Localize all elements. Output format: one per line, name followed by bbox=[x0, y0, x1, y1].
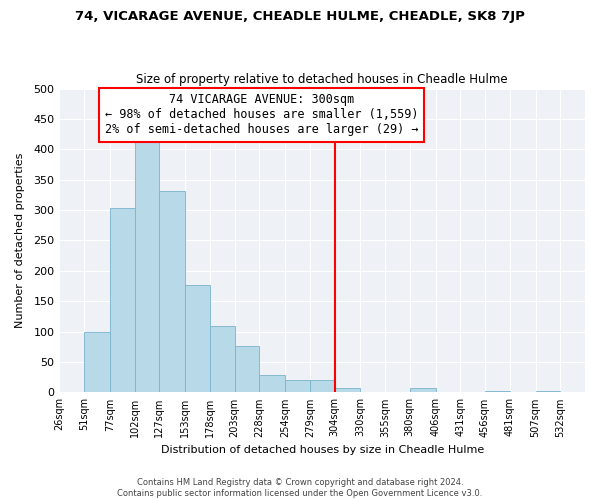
Bar bbox=[310, 380, 335, 392]
Bar bbox=[210, 326, 235, 392]
Bar bbox=[335, 388, 360, 392]
Bar bbox=[285, 380, 310, 392]
Bar bbox=[84, 332, 110, 392]
X-axis label: Distribution of detached houses by size in Cheadle Hulme: Distribution of detached houses by size … bbox=[161, 445, 484, 455]
Bar bbox=[410, 388, 436, 392]
Bar bbox=[160, 190, 185, 392]
Bar bbox=[259, 376, 285, 392]
Text: Contains HM Land Registry data © Crown copyright and database right 2024.
Contai: Contains HM Land Registry data © Crown c… bbox=[118, 478, 482, 498]
Bar bbox=[536, 391, 560, 392]
Bar bbox=[235, 346, 259, 393]
Title: Size of property relative to detached houses in Cheadle Hulme: Size of property relative to detached ho… bbox=[136, 73, 508, 86]
Bar bbox=[134, 142, 160, 393]
Bar bbox=[110, 208, 134, 392]
Text: 74, VICARAGE AVENUE, CHEADLE HULME, CHEADLE, SK8 7JP: 74, VICARAGE AVENUE, CHEADLE HULME, CHEA… bbox=[75, 10, 525, 23]
Bar bbox=[185, 285, 210, 393]
Text: 74 VICARAGE AVENUE: 300sqm
← 98% of detached houses are smaller (1,559)
2% of se: 74 VICARAGE AVENUE: 300sqm ← 98% of deta… bbox=[104, 94, 418, 136]
Bar bbox=[485, 391, 510, 392]
Y-axis label: Number of detached properties: Number of detached properties bbox=[15, 153, 25, 328]
